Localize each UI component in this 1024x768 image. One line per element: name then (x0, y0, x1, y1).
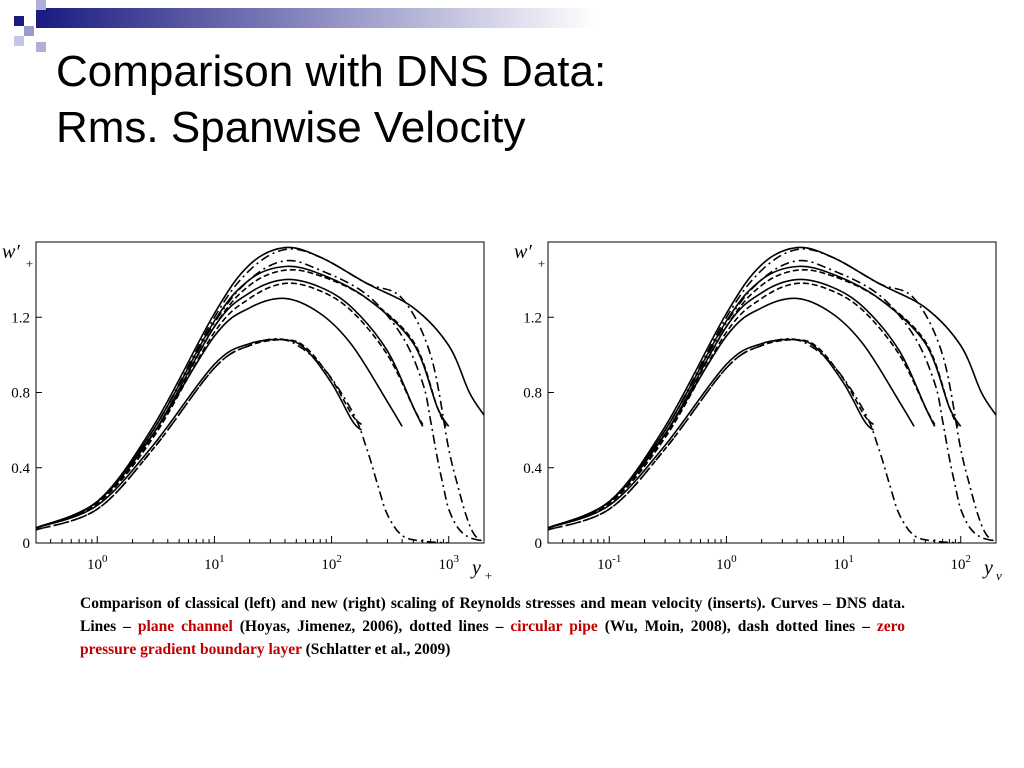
y-tick-label: 1.2 (11, 310, 30, 326)
y-axis-label: w′ (514, 241, 532, 263)
caption-highlight-channel: plane channel (137, 618, 233, 635)
deco-square-3 (24, 26, 34, 36)
x-tick-label: 101 (833, 553, 854, 573)
deco-square-5 (36, 42, 46, 52)
y-tick-label: 0.4 (523, 461, 542, 477)
series-line-dashed-6 (36, 268, 447, 529)
x-tick-label: 102 (321, 553, 342, 573)
x-tick-label: 103 (438, 553, 459, 573)
header-gradient-band (36, 8, 596, 28)
caption-highlight-pipe: circular pipe (510, 618, 598, 635)
series-line-dashdot-2 (548, 337, 961, 543)
y-tick-label: 0.4 (11, 461, 30, 477)
slide-title: Comparison with DNS Data: Rms. Spanwise … (56, 44, 606, 156)
series-line-solid-7 (548, 265, 962, 529)
series-line-dashdot-9 (36, 248, 484, 542)
slide-title-line-1: Comparison with DNS Data: (56, 47, 607, 96)
y-tick-label: 0 (535, 536, 543, 552)
y-tick-label: 0.8 (11, 386, 30, 402)
series-line-solid-7 (36, 265, 450, 529)
x-tick-label: 10-1 (597, 553, 621, 573)
x-tick-label: 100 (716, 553, 737, 573)
series-line-solid-5 (548, 278, 936, 529)
y-axis-label-sub: + (25, 256, 34, 271)
series-line-dashed-6 (548, 268, 959, 529)
chart-new-scaling: 0 0.4 0.8 1.2 10-1 100 101 102 w′ + y ν (514, 241, 1002, 583)
caption-text-3: (Wu, Moin, 2008), dash dotted lines – (597, 618, 877, 635)
caption-text-2: (Hoyas, Jimenez, 2006), dotted lines – (232, 618, 511, 635)
series-line-dashed-1 (36, 338, 363, 531)
caption-text-4: (Schlatter et al., 2009) (301, 641, 451, 658)
series-group (548, 246, 996, 543)
deco-square-1 (14, 16, 24, 26)
x-tick-label: 102 (950, 553, 971, 573)
x-axis-label-sub: ν (996, 568, 1002, 583)
y-axis-label-sub: + (537, 256, 546, 271)
series-line-solid-5 (36, 278, 424, 529)
x-tick-label: 100 (87, 553, 108, 573)
y-tick-label: 1.2 (523, 310, 542, 326)
figure-caption: Comparison of classical (left) and new (… (80, 592, 905, 661)
y-axis-label: w′ (2, 241, 20, 263)
caption-text-1: Comparison of classical (left) and new (… (80, 595, 905, 635)
y-tick-label: 0.8 (523, 386, 542, 402)
slide-title-line-2: Rms. Spanwise Velocity (56, 103, 526, 152)
x-axis-label: y (470, 557, 481, 579)
deco-square-4 (14, 36, 24, 46)
series-line-dashdot-2 (36, 337, 449, 543)
caption-highlight-boundary-layer: zero pressure gradient boundary layer (80, 618, 905, 658)
series-line-solid-10 (36, 246, 484, 529)
x-axis-label: y (982, 557, 993, 579)
corner-decoration (14, 0, 596, 52)
series-line-dashed-1 (548, 338, 875, 531)
y-tick-label: 0 (23, 536, 31, 552)
series-line-solid-0 (548, 338, 875, 529)
deco-square-2 (36, 0, 46, 10)
series-line-solid-0 (36, 338, 363, 529)
series-line-solid-10 (548, 246, 996, 529)
series-line-dashdot-9 (548, 248, 996, 542)
x-axis-label-sub: + (484, 568, 493, 583)
series-group (36, 246, 484, 543)
x-tick-label: 101 (204, 553, 225, 573)
